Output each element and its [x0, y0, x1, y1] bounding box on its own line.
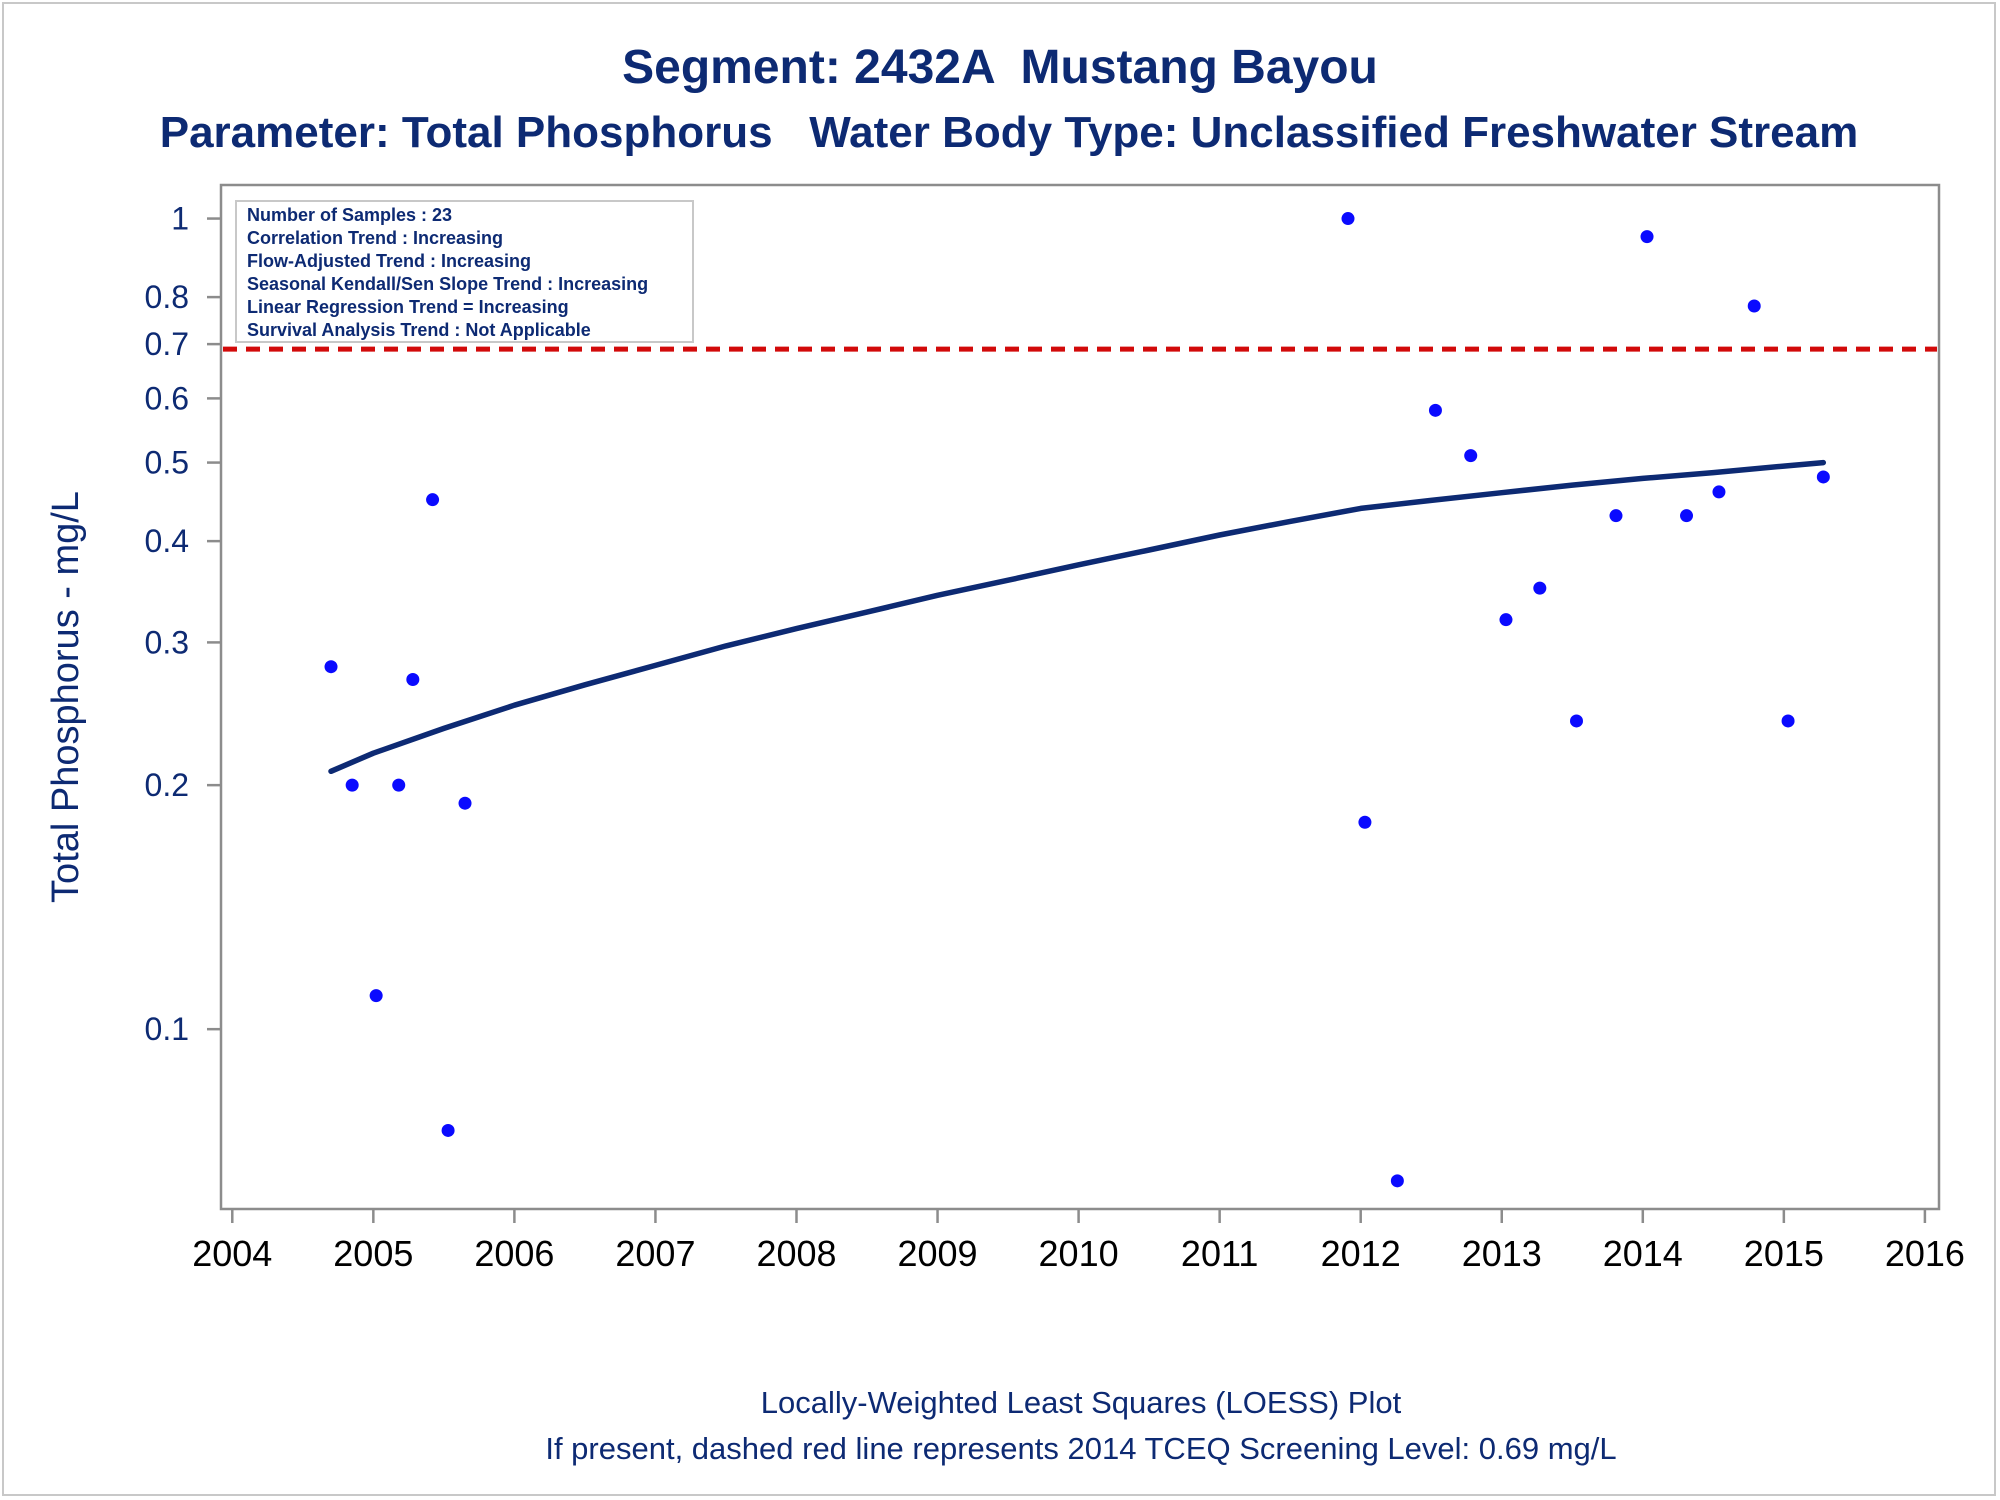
- stats-line: Flow-Adjusted Trend : Increasing: [247, 251, 531, 271]
- plot-area: [219, 183, 1941, 1211]
- footnote-line: If present, dashed red line represents 2…: [545, 1431, 1616, 1466]
- data-point: [426, 493, 440, 507]
- data-point: [1390, 1174, 1404, 1188]
- x-tick-label: 2006: [474, 1233, 554, 1274]
- y-tick-label: 0.4: [145, 523, 189, 559]
- y-tick-label: 0.6: [145, 380, 189, 416]
- stats-line: Seasonal Kendall/Sen Slope Trend : Incre…: [247, 274, 648, 294]
- data-point: [324, 660, 338, 674]
- stats-line: Linear Regression Trend = Increasing: [247, 297, 569, 317]
- stats-line: Number of Samples : 23: [247, 205, 452, 225]
- data-point: [458, 796, 472, 810]
- data-point: [1747, 299, 1761, 313]
- data-point: [392, 778, 406, 792]
- data-point: [1640, 230, 1654, 244]
- data-point: [1358, 815, 1372, 829]
- x-tick-label: 2008: [756, 1233, 836, 1274]
- y-tick-label: 0.7: [145, 326, 189, 362]
- x-tick-label: 2009: [897, 1233, 977, 1274]
- y-tick-label: 0.5: [145, 445, 189, 481]
- y-tick-label: 1: [171, 201, 189, 237]
- x-tick-label: 2005: [333, 1233, 413, 1274]
- y-tick-label: 0.8: [145, 279, 189, 315]
- stats-box-border: [235, 200, 694, 343]
- stats-line: Correlation Trend : Increasing: [247, 228, 503, 248]
- data-point: [1464, 449, 1478, 463]
- data-point: [1816, 470, 1830, 484]
- y-axis: 0.1 0.2 0.3 0.4 0.5 0.6 0.7 0.8 1: [145, 201, 221, 1047]
- x-tick-label: 2012: [1321, 1233, 1401, 1274]
- x-tick-label: 2007: [615, 1233, 695, 1274]
- x-axis: 2004 2005 2006 2007 2008 2009 2010 2011 2012 2013…: [192, 1209, 1965, 1274]
- data-point: [1341, 212, 1355, 226]
- data-point: [1781, 714, 1795, 728]
- stats-box: Number of Samples : 23 Correlation Trend…: [235, 200, 694, 343]
- data-point: [1533, 581, 1547, 595]
- x-tick-label: 2016: [1885, 1233, 1965, 1274]
- data-point: [1428, 403, 1442, 417]
- data-point: [1609, 509, 1623, 523]
- stats-line: Survival Analysis Trend : Not Applicable: [247, 320, 591, 340]
- x-tick-label: 2011: [1181, 1233, 1258, 1274]
- footnote-line: Locally-Weighted Least Squares (LOESS) P…: [761, 1385, 1402, 1420]
- data-points-layer: [324, 212, 1830, 1188]
- loess-curve: [328, 459, 1827, 775]
- x-tick-label: 2004: [192, 1233, 272, 1274]
- x-tick-label: 2014: [1603, 1233, 1683, 1274]
- data-point: [1569, 714, 1583, 728]
- y-axis-label: Total Phosphorus - mg/L: [45, 491, 87, 903]
- chart-subtitle: Parameter: Total Phosphorus Water Body T…: [160, 108, 1859, 157]
- loess-curve-layer: [328, 459, 1827, 775]
- x-tick-label: 2010: [1039, 1233, 1119, 1274]
- data-point: [1712, 485, 1726, 499]
- x-tick-label: 2013: [1462, 1233, 1542, 1274]
- data-point: [1680, 509, 1694, 523]
- data-point: [345, 778, 359, 792]
- data-point: [441, 1123, 455, 1137]
- y-tick-label: 0.2: [145, 767, 189, 803]
- data-point: [406, 672, 420, 686]
- x-tick-label: 2015: [1744, 1233, 1824, 1274]
- y-tick-label: 0.1: [145, 1011, 189, 1047]
- chart-title: Segment: 2432A Mustang Bayou: [622, 41, 1378, 94]
- data-point: [369, 989, 383, 1003]
- y-tick-label: 0.3: [145, 624, 189, 660]
- data-point: [1499, 613, 1513, 627]
